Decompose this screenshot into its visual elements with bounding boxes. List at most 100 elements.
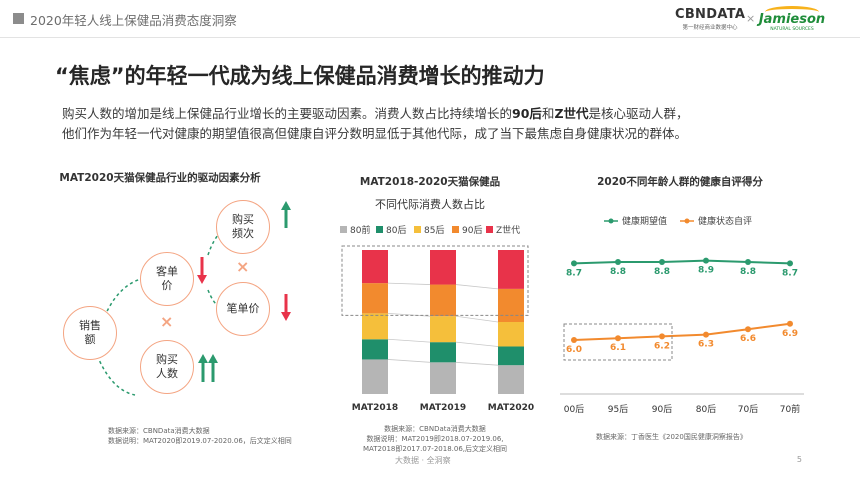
data-point [571, 337, 577, 343]
data-label: 8.8 [654, 267, 670, 277]
frequency-bubble: 购买 频次 [216, 200, 270, 254]
x-tick-label: MAT2019 [420, 403, 466, 413]
data-label: 6.1 [610, 343, 626, 353]
highlight-box [563, 323, 673, 361]
data-point [659, 259, 665, 265]
middle-panel-source-note: 数据来源：CBNData消费大数据 数据说明：MAT2019即2018.07-2… [360, 424, 510, 454]
jamieson-logo: Jamieson NATURAL SOURCES [757, 6, 827, 34]
item-price-bubble: 笔单价 [216, 282, 270, 336]
data-label: 8.7 [782, 268, 798, 278]
bar-segment [498, 365, 524, 394]
description-text: 是核心驱动人群， [588, 106, 689, 121]
bar-segment [498, 250, 524, 289]
middle-panel-definition-1: 数据说明：MAT2019即2018.07-2019.06, [366, 435, 504, 443]
left-panel-source: 数据来源：CBNData消费大数据 [108, 427, 210, 435]
data-point [787, 260, 793, 267]
cbndata-logo-text: CBNDATA [675, 7, 746, 22]
segment-connector [455, 315, 499, 323]
description-highlight-genz: Z世代 [554, 106, 589, 121]
series-line [573, 322, 791, 341]
data-point [571, 260, 577, 267]
left-panel-definition: 数据说明：MAT2020即2019.07-2020.06，后文定义相同 [108, 437, 292, 445]
unit-price-down-arrow-icon [197, 257, 207, 284]
top-divider [0, 37, 860, 38]
data-point [745, 326, 751, 333]
bar-segment [498, 346, 524, 366]
segment-connector [387, 282, 431, 285]
cbndata-logo: CBNDATA 第一财经商业数据中心 [675, 7, 745, 31]
legend-marker [608, 218, 614, 224]
left-panel-source-note: 数据来源：CBNData消费大数据 数据说明：MAT2020即2019.07-2… [108, 426, 292, 446]
bar-segment [430, 284, 456, 317]
buyers-bubble: 购买 人数 [140, 340, 194, 394]
headline: “焦虑”的年轻一代成为线上保健品消费增长的推动力 [55, 64, 545, 88]
multiply-icon: × [160, 312, 174, 331]
footer-brand: 大数据 · 全洞察 [395, 456, 451, 465]
data-point [703, 257, 709, 264]
x-tick-label: 95后 [608, 404, 628, 415]
bar-segment [362, 250, 388, 284]
data-label: 6.0 [566, 345, 582, 355]
bar-segment [430, 316, 456, 343]
description-line-1: 购买人数的增加是线上保健品行业增长的主要驱动因素。消费人数占比持续增长的90后和… [62, 104, 689, 124]
logo-separator: × [746, 12, 756, 25]
middle-panel-source: 数据来源：CBNData消费大数据 [384, 425, 486, 433]
left-panel-title: MAT2020天猫保健品行业的驱动因素分析 [59, 172, 261, 184]
frequency-bubble-label: 购买 频次 [232, 213, 254, 240]
buyers-double-up-arrow-icon [198, 354, 218, 382]
data-label: 8.8 [740, 267, 756, 277]
top-bar: 2020年轻人线上保健品消费态度洞察 [0, 0, 860, 40]
legend-label: 健康期望值 [622, 215, 667, 227]
health-score-line-chart: 健康期望值 健康状态自评 8.7 8.8 8.8 8.9 8.8 8.7 6.0 6.1 6.2 6.… [560, 215, 804, 415]
data-label: 8.8 [610, 267, 626, 277]
bar-segment [430, 342, 456, 363]
data-label: 6.6 [740, 334, 756, 344]
bar-segment [498, 288, 524, 322]
legend-marker [684, 218, 690, 224]
bar-segment [362, 339, 388, 360]
legend-swatch [452, 226, 459, 233]
x-tick-label: 90后 [652, 404, 672, 415]
data-point [615, 335, 621, 342]
data-point [659, 333, 665, 340]
description: 购买人数的增加是线上保健品行业增长的主要驱动因素。消费人数占比持续增长的90后和… [62, 104, 689, 144]
x-tick-label: 00后 [564, 404, 584, 415]
generation-stacked-bar-chart: 80前 80后 85后 90后 Z世代 MAT2018 MAT2019 MAT2020 [340, 224, 534, 413]
sales-bubble-label: 销售 额 [79, 319, 101, 346]
data-point [787, 320, 793, 327]
middle-panel-title-1: MAT2018-2020天猫保健品 [359, 176, 501, 188]
cbndata-logo-subtext: 第一财经商业数据中心 [682, 25, 738, 31]
data-label: 8.7 [566, 268, 582, 278]
multiply-icon: × [236, 257, 250, 276]
x-tick-label: 70后 [738, 404, 758, 415]
segment-connector [455, 284, 499, 290]
legend-swatch [486, 226, 493, 233]
data-label: 6.3 [698, 340, 714, 350]
page-number: 5 [796, 455, 802, 464]
right-panel-source-note: 数据来源：丁香医生《2020国民健康洞察报告》 [596, 433, 747, 441]
x-tick-label: MAT2018 [352, 403, 398, 413]
legend-label: Z世代 [496, 224, 520, 236]
legend-label: 健康状态自评 [698, 215, 752, 227]
right-panel-title: 2020不同年龄人群的健康自评得分 [597, 176, 763, 188]
description-line-2: 他们作为年轻一代对健康的期望值很高但健康自评分数明显低于其他代际，成了当下最焦虑… [62, 126, 688, 141]
description-text: 购买人数的增加是线上保健品行业增长的主要驱动因素。消费人数占比持续增长的 [62, 106, 513, 121]
data-label: 6.2 [654, 341, 670, 351]
jamieson-logo-text: Jamieson [758, 12, 826, 27]
x-tick-label: MAT2020 [488, 403, 534, 413]
segment-connector [387, 312, 431, 317]
series-line [573, 259, 791, 265]
bar-segment [430, 250, 456, 285]
title-square-icon [13, 13, 24, 24]
data-label: 8.9 [698, 266, 714, 276]
bar-segment [498, 322, 524, 347]
unit-price-bubble-label: 客单 价 [156, 265, 178, 292]
middle-panel-definition-2: MAT2018即2017.07-2018.06,后文定义相同 [362, 445, 508, 453]
buyers-bubble-label: 购买 人数 [156, 353, 178, 380]
data-point [703, 331, 709, 338]
middle-panel-title-2: 不同代际消费人数占比 [375, 198, 485, 211]
data-point [745, 259, 751, 265]
data-point [615, 259, 621, 265]
legend-label: 80后 [386, 225, 406, 236]
frequency-up-arrow-icon [281, 201, 291, 228]
